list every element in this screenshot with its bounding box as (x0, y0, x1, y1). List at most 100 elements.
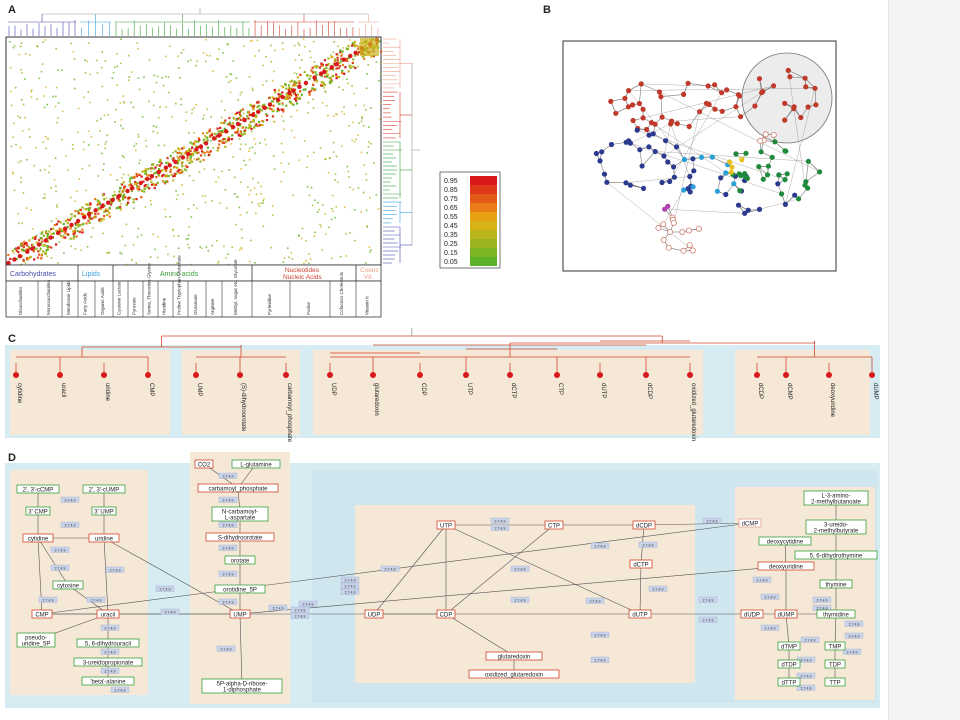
heatmap-cell (201, 194, 204, 197)
heatmap-cell (314, 71, 317, 74)
heatmap-cell (74, 222, 77, 225)
heatmap-cell (234, 113, 237, 116)
heatmap-cell (329, 82, 332, 85)
heatmap-cell (198, 171, 201, 173)
heatmap-cell (124, 244, 127, 247)
tree-leaf-label: CDP (420, 383, 426, 396)
heatmap-cell (21, 130, 24, 132)
network-node (599, 149, 605, 155)
heatmap-cell (98, 202, 101, 206)
network-node (667, 178, 673, 185)
heatmap-cell (50, 232, 53, 235)
heatmap-cell (177, 55, 179, 58)
heatmap-cell (62, 234, 65, 237)
svg-text:2.7.4.9: 2.7.4.9 (345, 585, 356, 589)
heatmap-cell (189, 158, 192, 162)
heatmap-cell (349, 232, 351, 234)
panel-b-letter: B (543, 4, 551, 16)
heatmap-cell (72, 230, 75, 233)
color-legend: 0.950.850.750.650.550.450.350.250.150.05 (439, 171, 501, 269)
heatmap-cell (308, 194, 311, 197)
heatmap-cell (335, 73, 338, 76)
heatmap-cell (311, 204, 314, 207)
pathway-edge (239, 565, 787, 615)
heatmap-cell (335, 113, 337, 115)
heatmap-cell (204, 201, 207, 204)
network-node (727, 159, 733, 165)
heatmap-cell (124, 196, 127, 199)
heatmap-cell (137, 77, 140, 79)
heatmap-cell (55, 223, 58, 226)
heatmap-cell (25, 257, 29, 260)
heatmap-cell (230, 143, 233, 145)
enzyme-ec-label: 2.7.4.9 (760, 593, 780, 600)
heatmap-cell (176, 162, 179, 165)
heatmap-cell (243, 159, 245, 162)
heatmap-diagonal-cell (198, 144, 204, 149)
tree-leaf-label: uridine (104, 383, 110, 402)
heatmap-cell (121, 177, 123, 179)
network-node (593, 150, 600, 157)
network-node (690, 156, 696, 162)
heatmap-cell (229, 122, 232, 124)
heatmap-cell (114, 66, 116, 69)
heatmap-cell (247, 126, 250, 130)
subgroup-label: Cofactors Cholestrols (339, 271, 344, 315)
heatmap-cell (10, 145, 13, 148)
heatmap-cell (109, 203, 112, 206)
heatmap-cell (67, 169, 69, 172)
heatmap-cell (180, 171, 184, 174)
network-edge (625, 176, 690, 184)
heatmap-cell (22, 245, 25, 248)
enzyme-ec-label: 2.7.4.9 (100, 648, 120, 655)
heatmap-cell (235, 118, 238, 121)
network-edge (669, 92, 722, 182)
tree-leaf-node (57, 372, 63, 378)
pathway-enzyme-labels: 2.7.4.9 2.7.4.9 2.7.4.9 2.7.4.9 2.7.4.9 2.7.4… (38, 472, 864, 693)
heatmap-cell (132, 198, 135, 201)
heatmap-cell (223, 121, 226, 124)
heatmap-cell (183, 152, 186, 155)
pathway-edge (239, 613, 243, 687)
heatmap-cell (308, 90, 311, 94)
heatmap-cell (271, 96, 274, 99)
heatmap-cell (329, 77, 332, 80)
heatmap-cell (107, 252, 110, 254)
network-node (752, 103, 758, 109)
heatmap-cell (102, 232, 104, 235)
heatmap-cell (105, 197, 108, 199)
heatmap-cell (208, 55, 211, 57)
heatmap-cell (193, 132, 195, 134)
subgroup-label: Monosaccharides (46, 279, 51, 315)
heatmap-cell (189, 141, 192, 144)
heatmap-cell (293, 136, 296, 139)
enzyme-ec-label: 2.7.4.9 (510, 565, 530, 572)
heatmap-cell (156, 181, 159, 184)
heatmap-cell (22, 259, 25, 263)
heatmap-cell (218, 140, 221, 143)
heatmap-cell (323, 68, 326, 71)
pathway-node: TMP (824, 641, 846, 651)
heatmap-diagonal-cell (303, 80, 309, 86)
heatmap-cell (315, 78, 318, 81)
pathway-node: TDP (824, 659, 846, 669)
heatmap-cell (273, 70, 275, 73)
heatmap-cell (266, 106, 269, 110)
enzyme-ec-label: 2.7.4.9 (698, 596, 718, 603)
heatmap-cell (322, 65, 324, 67)
heatmap-cell (260, 109, 263, 112)
pathway-node: 'beta'-alanine (81, 676, 135, 686)
heatmap-cell (82, 223, 85, 226)
heatmap-diagonal-cell (329, 65, 334, 70)
network-node (639, 163, 645, 169)
enzyme-ec-label: 2.7.4.9 (760, 624, 780, 631)
heatmap-cell (137, 133, 140, 136)
heatmap-cell (287, 88, 290, 92)
tree-leaf-node (826, 372, 832, 378)
heatmap-cell (186, 165, 189, 169)
tree-leaf-node (327, 372, 333, 378)
heatmap-cell (247, 186, 249, 188)
pathway-node: 5P-alpha-D-ribose-1-diphosphate (201, 678, 283, 694)
heatmap-cell (39, 250, 41, 252)
heatmap-cell (237, 134, 240, 137)
